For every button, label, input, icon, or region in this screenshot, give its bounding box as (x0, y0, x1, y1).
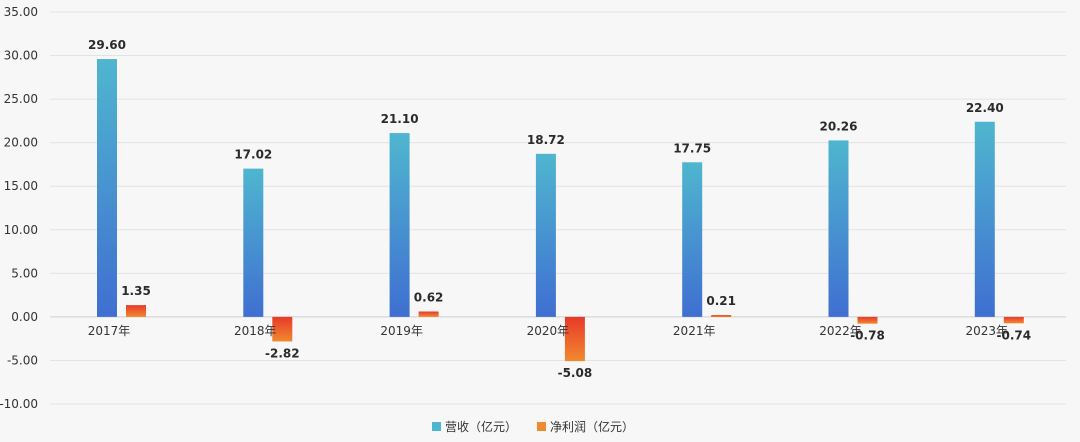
x-category-label: 2020年 (527, 324, 570, 338)
bar-revenue (974, 121, 995, 317)
data-label-net-profit: 0.21 (706, 294, 736, 308)
legend-label-net-profit: 净利润（亿元） (550, 419, 634, 434)
y-tick-label: 35.00 (4, 5, 38, 19)
data-label-revenue: 17.02 (234, 148, 272, 162)
legend-swatch-net-profit (537, 422, 546, 431)
y-tick-label: -5.00 (7, 353, 38, 367)
data-label-net-profit: -0.74 (997, 328, 1032, 342)
y-tick-label: -10.00 (0, 397, 38, 411)
bar-net-profit (418, 311, 439, 317)
bar-net-profit (564, 316, 585, 362)
bar-net-profit (1003, 316, 1024, 324)
x-category-label: 2018年 (234, 324, 277, 338)
data-label-revenue: 20.26 (820, 119, 858, 133)
y-tick-label: 30.00 (4, 49, 38, 63)
x-category-label: 2017年 (88, 324, 131, 338)
gridlines (50, 11, 1066, 405)
x-category-label: 2021年 (673, 324, 716, 338)
legend-swatch-revenue (432, 422, 441, 431)
y-axis-ticks: 35.00 30.00 25.00 20.00 15.00 10.00 5.00 0.00 -5… (0, 5, 38, 411)
y-tick-label: 0.00 (11, 310, 38, 324)
x-category-label: 2022年 (819, 324, 862, 338)
bars (97, 59, 1024, 362)
data-label-net-profit: -2.82 (265, 346, 300, 360)
data-label-net-profit: -5.08 (558, 366, 593, 380)
bar-net-profit (272, 316, 293, 342)
bar-net-profit (126, 305, 146, 317)
data-label-revenue: 22.40 (966, 101, 1004, 115)
bar-revenue (682, 162, 703, 317)
legend-label-revenue: 营收（亿元） (445, 419, 517, 434)
data-label-net-profit: 0.62 (414, 290, 444, 304)
bar-revenue (828, 140, 849, 317)
legend: 营收（亿元） 净利润（亿元） (432, 419, 634, 434)
x-category-label: 2023年 (966, 324, 1009, 338)
x-category-label: 2019年 (380, 324, 423, 338)
y-tick-label: 15.00 (4, 179, 38, 193)
y-tick-label: 25.00 (4, 92, 38, 106)
bar-net-profit (857, 316, 878, 324)
bar-net-profit (711, 315, 732, 318)
y-tick-label: 20.00 (4, 136, 38, 150)
data-label-revenue: 29.60 (88, 38, 126, 52)
bar-revenue (389, 133, 410, 317)
data-label-net-profit: -0.78 (850, 329, 885, 343)
x-axis-categories: 2017年 2018年 2019年 2020年 2021年 2022年 2023年 (88, 324, 1008, 338)
bar-revenue (243, 168, 264, 317)
data-label-revenue: 21.10 (381, 112, 419, 126)
data-label-net-profit: 1.35 (121, 284, 151, 298)
y-tick-label: 10.00 (4, 223, 38, 237)
bar-revenue (535, 153, 556, 317)
data-label-revenue: 18.72 (527, 133, 565, 147)
data-label-revenue: 17.75 (673, 141, 711, 155)
data-labels: 29.60 1.35 17.02 -2.82 21.10 0.62 18.72 -5.08 17… (88, 38, 1031, 380)
y-tick-label: 5.00 (11, 266, 38, 280)
bar-revenue (97, 59, 117, 317)
